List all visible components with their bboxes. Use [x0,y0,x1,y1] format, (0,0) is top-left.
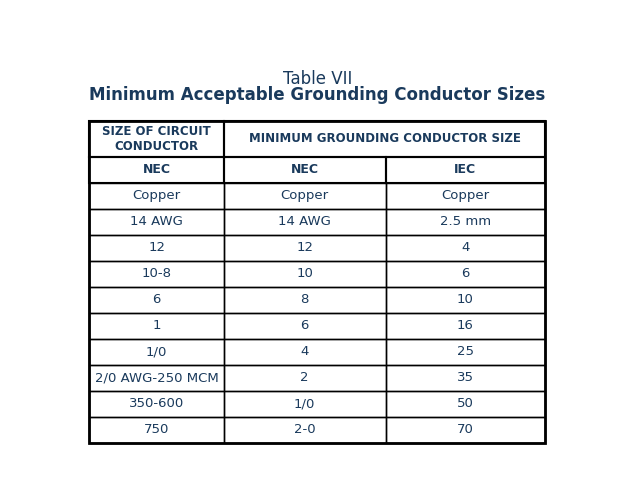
Bar [89,287,224,313]
Bar [386,287,545,313]
Text: 2/0 AWG-250 MCM: 2/0 AWG-250 MCM [95,371,219,384]
Bar [89,183,224,209]
Text: 2-0: 2-0 [294,423,316,436]
Bar [89,120,545,443]
Text: 6: 6 [152,293,161,306]
Bar [89,417,224,443]
Text: 10: 10 [297,268,313,280]
Bar [386,157,545,183]
Text: 10: 10 [457,293,474,306]
Text: 1/0: 1/0 [146,345,167,358]
Text: 4: 4 [300,345,309,358]
Bar [386,261,545,287]
Bar [224,209,386,235]
Text: Table VII: Table VII [282,70,352,88]
Bar [386,235,545,261]
Text: 4: 4 [461,241,470,255]
Bar [386,417,545,443]
Bar [89,157,224,183]
Bar [386,209,545,235]
Bar [89,391,224,417]
Text: 8: 8 [300,293,309,306]
Text: 6: 6 [461,268,470,280]
Bar [224,339,386,365]
Text: 50: 50 [457,397,474,410]
Bar [224,120,545,157]
Text: 1: 1 [152,320,161,332]
Bar [89,365,224,391]
Text: 1/0: 1/0 [294,397,316,410]
Text: Copper: Copper [441,190,490,203]
Text: 35: 35 [457,371,474,384]
Text: 14 AWG: 14 AWG [130,215,183,228]
Text: 750: 750 [144,423,169,436]
Bar [224,261,386,287]
Text: SIZE OF CIRCUIT
CONDUCTOR: SIZE OF CIRCUIT CONDUCTOR [102,125,211,153]
Text: 350-600: 350-600 [129,397,184,410]
Text: 2: 2 [300,371,309,384]
Bar [224,183,386,209]
Bar [386,339,545,365]
Bar [386,365,545,391]
Bar [89,339,224,365]
Bar [89,120,224,157]
Bar [224,287,386,313]
Bar [224,313,386,339]
Text: 25: 25 [457,345,474,358]
Bar [89,313,224,339]
Text: 2.5 mm: 2.5 mm [439,215,491,228]
Text: 12: 12 [297,241,313,255]
Text: 10-8: 10-8 [142,268,171,280]
Bar [89,209,224,235]
Text: Minimum Acceptable Grounding Conductor Sizes: Minimum Acceptable Grounding Conductor S… [89,86,545,104]
Text: IEC: IEC [454,163,477,176]
Bar [224,365,386,391]
Text: NEC: NEC [291,163,319,176]
Bar [89,261,224,287]
Text: 16: 16 [457,320,474,332]
Text: Copper: Copper [280,190,329,203]
Bar [224,157,386,183]
Bar [386,391,545,417]
Bar [89,235,224,261]
Bar [224,235,386,261]
Bar [386,183,545,209]
Text: 70: 70 [457,423,474,436]
Bar [224,391,386,417]
Bar [224,417,386,443]
Text: 14 AWG: 14 AWG [279,215,331,228]
Bar [386,313,545,339]
Text: 6: 6 [300,320,309,332]
Text: 12: 12 [148,241,165,255]
Text: NEC: NEC [142,163,171,176]
Text: Copper: Copper [132,190,181,203]
Text: MINIMUM GROUNDING CONDUCTOR SIZE: MINIMUM GROUNDING CONDUCTOR SIZE [248,133,521,145]
